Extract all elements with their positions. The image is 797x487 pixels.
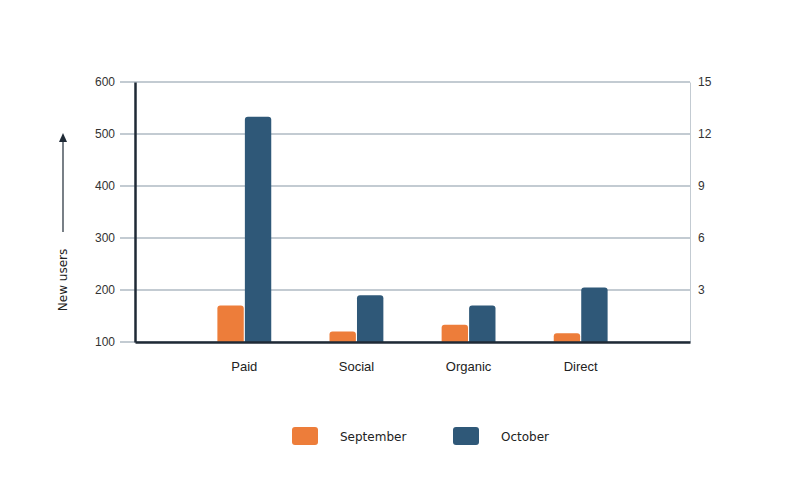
chart: 100 200 300 400 500 600 3 6 9 12 15 Paid Social Organ… <box>0 0 797 487</box>
x-tick: Direct <box>564 342 598 374</box>
y2-tick: 6 <box>690 231 705 245</box>
x-tick: Social <box>339 342 375 374</box>
y-tick: 400 <box>95 179 135 193</box>
grid-line <box>120 133 690 135</box>
grid-line <box>120 185 690 187</box>
y2-axis: 3 6 9 12 15 <box>690 75 712 342</box>
bars <box>217 117 607 342</box>
y-tick-label: 500 <box>95 127 115 141</box>
bar <box>469 306 495 342</box>
x-tick-label: Paid <box>231 359 257 374</box>
legend-label: October <box>501 430 549 444</box>
x-tick-label: Organic <box>446 359 492 374</box>
grid <box>120 82 690 342</box>
y-tick: 200 <box>95 283 135 297</box>
bar <box>442 325 468 342</box>
y2-tick-label: 3 <box>698 283 705 297</box>
y2-tick-label: 12 <box>698 127 712 141</box>
y2-axis-line <box>690 83 691 343</box>
y2-tick: 3 <box>690 283 705 297</box>
y-tick-label: 400 <box>95 179 115 193</box>
x-tick-label: Social <box>339 359 375 374</box>
y-arrow <box>62 140 63 232</box>
y2-tick-label: 6 <box>698 231 705 245</box>
grid-line <box>120 81 690 83</box>
y-tick: 600 <box>95 75 135 89</box>
y2-tick: 12 <box>690 127 712 141</box>
legend-label: September <box>340 430 406 444</box>
x-tick: Paid <box>231 342 257 374</box>
x-axis-line <box>136 341 691 344</box>
bar <box>581 287 607 342</box>
y-tick-label: 600 <box>95 75 115 89</box>
bar <box>357 295 383 342</box>
y2-tick-label: 15 <box>698 75 712 89</box>
bar <box>217 306 243 342</box>
y-arrow-head <box>59 133 67 142</box>
y-axis: 100 200 300 400 500 600 <box>95 75 136 349</box>
grid-line <box>120 237 690 239</box>
x-tick-label: Direct <box>564 359 598 374</box>
y-tick: 500 <box>95 127 135 141</box>
y-tick-label: 300 <box>95 231 115 245</box>
legend-swatch <box>292 427 318 445</box>
bar <box>245 117 271 342</box>
x-axis: Paid Social Organic Direct <box>136 342 691 374</box>
y-tick-label: 200 <box>95 283 115 297</box>
y2-tick: 15 <box>690 75 712 89</box>
y2-tick: 9 <box>690 179 705 193</box>
y-tick: 100 <box>95 335 135 349</box>
bar <box>330 332 356 342</box>
legend: September October <box>292 427 549 445</box>
grid-line <box>120 341 690 343</box>
y-axis-line <box>134 83 137 343</box>
x-tick: Organic <box>446 342 492 374</box>
y-tick-label: 100 <box>95 335 115 349</box>
y-axis-title: New users <box>56 249 70 311</box>
legend-swatch <box>453 427 479 445</box>
y-tick: 300 <box>95 231 135 245</box>
bar <box>554 333 580 342</box>
y2-tick-label: 9 <box>698 179 705 193</box>
